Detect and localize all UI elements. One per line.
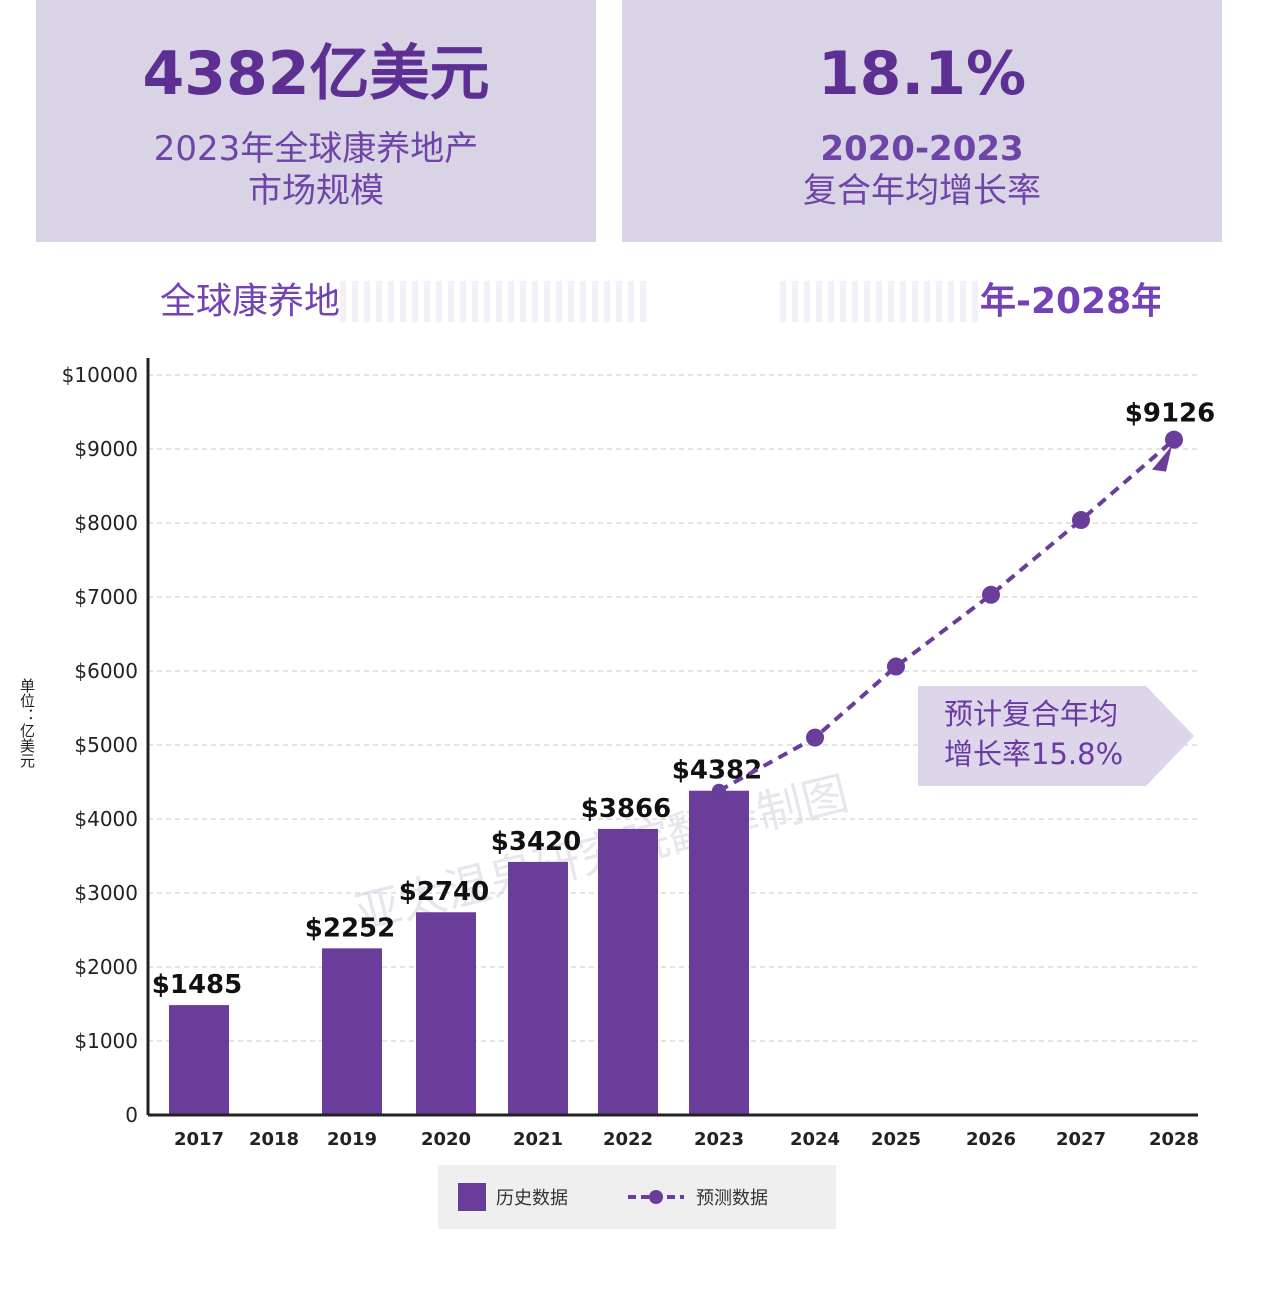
y-tick-label: $4000 [74,807,138,831]
stat-caption-line1: 2020-2023 [820,129,1024,169]
stat-card-market-size: 4382亿美元 2023年全球康养地产 市场规模 [36,0,596,242]
y-tick-label: $7000 [74,585,138,609]
data-label: $4382 [672,756,762,786]
stat-caption: 2023年全球康养地产 市场规模 [36,128,596,212]
forecast-arrowhead [1152,445,1172,472]
stat-caption-line1: 2023年全球康养地产 [153,129,479,169]
data-label: $1485 [152,970,242,1000]
stat-value: 18.1% [817,39,1027,109]
data-label: $3420 [491,827,581,857]
y-tick-label: $9000 [74,437,138,461]
x-tick-label: 2019 [327,1129,377,1150]
bar [598,828,658,1115]
x-tick-label: 2022 [603,1129,653,1150]
legend-forecast-label: 预测数据 [696,1188,768,1209]
chart-title-start: 全球康养地 [160,281,341,322]
y-tick-label: $5000 [74,733,138,757]
legend: 历史数据 预测数据 [438,1165,836,1229]
forecast-point [982,585,1000,604]
bar-line-chart: 0 $1000 $2000 $3000 $4000 $5000 $6000 $7000 $800… [62,358,1215,1150]
stat-caption-line2: 市场规模 [248,171,384,211]
y-tick-label: $8000 [74,511,138,535]
obscured-text-area [340,281,651,322]
stat-caption-line2: 复合年均增长率 [803,171,1041,211]
forecast-point [887,657,905,676]
forecast-point [1072,511,1090,530]
x-tick-label: 2026 [966,1129,1016,1150]
y-tick-label: $1000 [74,1029,138,1053]
stat-card-cagr: 18.1% 2020-2023 复合年均增长率 [622,0,1222,242]
stat-value: 4382亿美元 [142,39,490,109]
data-label: $3866 [581,794,671,824]
cagr-callout-line1: 预计复合年均 [944,697,1118,731]
legend-bar-swatch [458,1183,486,1211]
x-tick-label: 2020 [421,1129,471,1150]
bar [689,790,749,1115]
data-label: $2740 [399,877,489,907]
chart-title-end: 年-2028年） [980,281,1160,322]
obscured-text-area [780,281,981,322]
data-label: $2252 [305,913,395,943]
bar [322,948,382,1115]
forecast-data-label: $9126 [1125,399,1215,429]
bar [169,1005,229,1115]
x-tick-label: 2028 [1149,1129,1199,1150]
y-tick-label: $10000 [62,363,138,387]
chart-title: 全球康养地 年-2028年） [160,272,1160,322]
forecast-line [718,438,1176,793]
x-tick-label: 2021 [513,1129,563,1150]
x-tick-label: 2024 [790,1129,840,1150]
x-tick-label: 2027 [1056,1129,1106,1150]
bar [508,861,568,1115]
forecast-point [712,783,726,798]
y-tick-label: $3000 [74,881,138,905]
legend-historical-label: 历史数据 [496,1188,568,1209]
cagr-callout-box [918,686,1194,786]
stat-caption: 2020-2023 复合年均增长率 [622,128,1222,212]
forecast-point [806,728,824,747]
legend-dashed-line-swatch [628,1190,684,1204]
unit-label: 单位：亿美元 [18,678,36,768]
y-tick-label: $6000 [74,659,138,683]
x-tick-label: 2018 [249,1129,299,1150]
bar [416,912,476,1115]
x-tick-label: 2025 [871,1129,921,1150]
y-tick-label: 0 [125,1103,138,1127]
cagr-callout-line2: 增长率15.8% [944,737,1123,771]
y-tick-label: $2000 [74,955,138,979]
x-tick-label: 2017 [174,1129,224,1150]
forecast-point [1165,430,1183,449]
x-tick-label: 2023 [694,1129,744,1150]
